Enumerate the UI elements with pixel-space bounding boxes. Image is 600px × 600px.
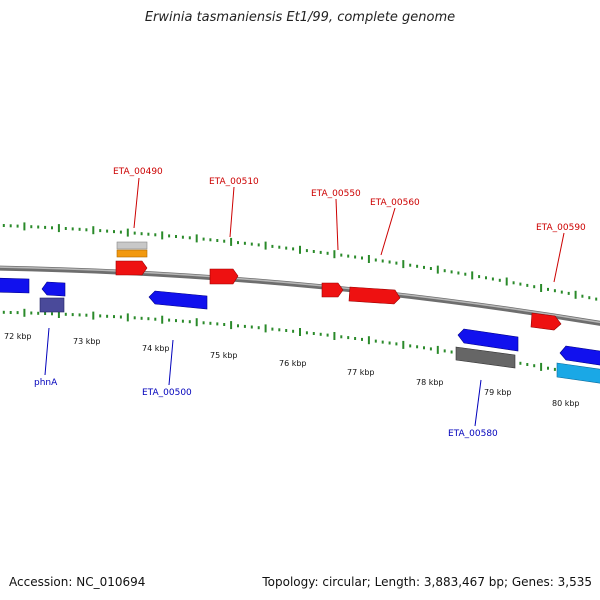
feature-box-cyan[interactable] (556, 362, 600, 384)
label-connectors (44, 177, 565, 427)
feature-box-grey[interactable] (116, 241, 148, 250)
scale-label: 74 kbp (142, 344, 170, 353)
gene-arrow-forward[interactable] (530, 312, 562, 331)
gene-arrow-reverse[interactable] (41, 281, 66, 297)
label-connector (553, 232, 565, 283)
upper-tick-ring (2, 222, 598, 301)
scale-label: 75 kbp (210, 351, 238, 360)
feature-box-orange[interactable] (116, 249, 148, 258)
forward-strand-genes (115, 241, 562, 331)
feature-box-dark-grey[interactable] (455, 346, 516, 369)
gene-label-eta-00490[interactable]: ETA_00490 (113, 167, 163, 177)
gene-label-eta-00510[interactable]: ETA_00510 (209, 177, 259, 187)
gene-arrow-reverse[interactable] (148, 290, 208, 310)
label-connector (229, 186, 235, 238)
gene-arrow-reverse[interactable] (457, 328, 519, 352)
genome-summary-text: Topology: circular; Length: 3,883,467 bp… (262, 575, 592, 589)
gene-label-eta-00550[interactable]: ETA_00550 (311, 189, 361, 199)
label-connector (335, 198, 339, 251)
gene-label-eta-00560[interactable]: ETA_00560 (370, 198, 420, 208)
label-connector (380, 207, 396, 256)
gene-label-eta-00580[interactable]: ETA_00580 (448, 429, 498, 439)
label-connector (133, 177, 140, 229)
scale-label: 79 kbp (484, 388, 512, 397)
gene-label-eta-00590[interactable]: ETA_00590 (536, 223, 586, 233)
gene-arrow-forward[interactable] (321, 282, 344, 298)
label-connector (44, 327, 50, 376)
map-title: Erwinia tasmaniensis Et1/99, complete ge… (144, 10, 456, 25)
scale-label: 72 kbp (4, 332, 32, 341)
scale-label: 80 kbp (552, 399, 580, 408)
feature-box-slate[interactable] (39, 297, 65, 313)
scale-label: 73 kbp (73, 337, 101, 346)
genome-backbone-highlight (0, 266, 600, 324)
gene-arrow-reverse[interactable] (559, 345, 600, 366)
scale-label: 77 kbp (347, 368, 375, 377)
gene-label-phna[interactable]: phnA (34, 378, 58, 388)
scale-label: 78 kbp (416, 378, 444, 387)
gene-arrow-forward[interactable] (348, 286, 401, 305)
label-connector (168, 339, 174, 386)
gene-label-eta-00500[interactable]: ETA_00500 (142, 388, 192, 398)
gene-arrow-reverse[interactable] (0, 277, 30, 294)
gene-arrow-forward[interactable] (115, 260, 148, 276)
genome-backbone (0, 265, 600, 326)
reverse-strand-genes (0, 277, 600, 384)
scale-label: 76 kbp (279, 359, 307, 368)
label-connector (474, 379, 482, 427)
accession-text: Accession: NC_010694 (9, 575, 146, 589)
gene-arrow-forward[interactable] (209, 268, 239, 285)
